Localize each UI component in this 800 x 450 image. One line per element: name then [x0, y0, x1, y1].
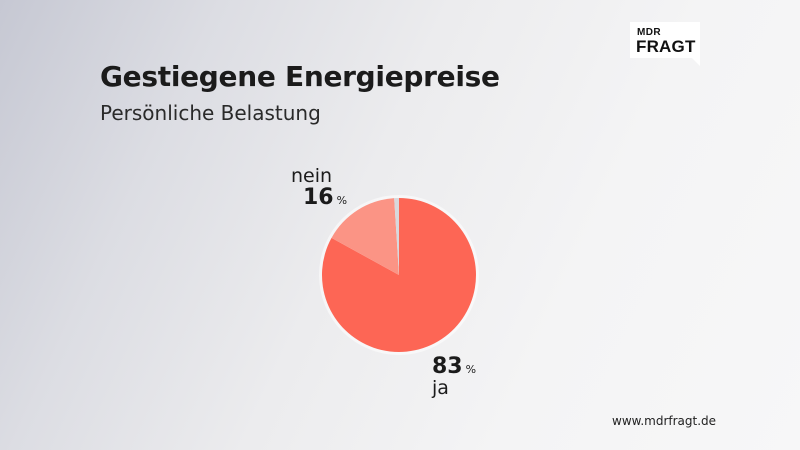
label-nein: nein 16% — [291, 165, 347, 210]
label-ja-value: 83 — [432, 354, 463, 379]
footer-url: www.mdrfragt.de — [612, 414, 717, 428]
mdr-fragt-logo: MDR FRAGT — [630, 22, 700, 66]
label-nein-unit: % — [336, 194, 348, 207]
label-ja-name: ja — [432, 377, 449, 399]
pie-slice-nein — [331, 198, 399, 275]
label-ja-value-row: 83% — [432, 354, 476, 379]
label-ja: 83% ja — [432, 354, 476, 399]
label-nein-value: 16 — [303, 185, 334, 210]
pie-slice-other-2 — [394, 198, 399, 275]
label-nein-name: nein — [291, 165, 333, 187]
chart-subtitle: Persönliche Belastung — [100, 101, 321, 125]
logo-speech-bubble-icon — [630, 22, 700, 66]
label-nein-value-row: 16% — [303, 185, 347, 210]
chart-title: Gestiegene Energiepreise — [100, 60, 500, 93]
label-ja-unit: % — [465, 363, 477, 376]
logo-line-2: FRAGT — [636, 37, 696, 56]
pie-slices — [321, 198, 476, 352]
pie-slice-ja — [321, 198, 476, 352]
logo-line-1: MDR — [637, 27, 661, 38]
